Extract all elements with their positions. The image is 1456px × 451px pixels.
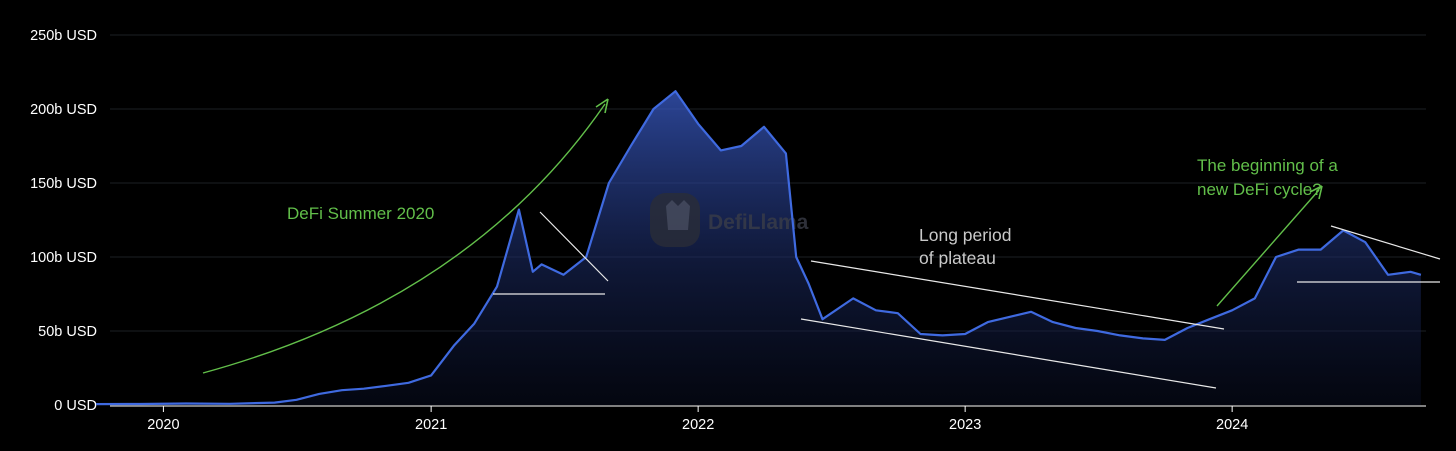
watermark-llama-icon (666, 200, 690, 230)
watermark-text: DefiLlama (708, 211, 809, 234)
series-line (96, 90, 1422, 406)
y-tick-label: 150b USD (30, 176, 97, 192)
annotation-overlays (202, 98, 1441, 389)
annotation-new-cycle-line2: new DeFi cycle? (1197, 180, 1322, 199)
growth-arrow-curve (202, 103, 606, 374)
y-tick-label: 0 USD (54, 398, 97, 414)
defillama-watermark: DefiLlama (650, 193, 809, 247)
x-tick-label: 2023 (949, 417, 981, 433)
annotation-new-cycle-line1: The beginning of a (1197, 156, 1338, 175)
tvl-area-fill (96, 91, 1421, 405)
y-tick-label: 100b USD (30, 250, 97, 266)
new-cycle-arrow-head-icon (1309, 185, 1323, 200)
y-tick-label: 200b USD (30, 102, 97, 118)
annotation-plateau-line1: Long period (919, 225, 1011, 245)
x-tick-label: 2021 (415, 417, 447, 433)
annotation-text: DeFi Summer 2020 Long period of plateau … (287, 156, 1338, 268)
y-tick-label: 50b USD (38, 324, 97, 340)
trendline-plateau-top (810, 260, 1225, 330)
series-area (96, 91, 1421, 405)
trendline-2024-resistance (1330, 225, 1441, 260)
x-tick-label: 2024 (1216, 417, 1248, 433)
tvl-series-line (96, 90, 1422, 406)
y-tick-label: 250b USD (30, 28, 97, 44)
new-cycle-arrow-line (1216, 189, 1320, 307)
annotation-defi-summer: DeFi Summer 2020 (287, 204, 434, 223)
x-axis-ticks: 2020 2021 2022 2023 2024 (110, 405, 1426, 433)
trendline-2021-resistance (539, 211, 609, 282)
growth-arrow-head-icon (595, 98, 609, 114)
trendline-plateau-bottom (800, 318, 1217, 389)
y-axis-ticks: 0 USD 50b USD 100b USD 150b USD 200b USD 250b… (30, 28, 97, 414)
annotation-plateau-line2: of plateau (919, 248, 996, 268)
x-tick-label: 2020 (147, 417, 179, 433)
x-tick-label: 2022 (682, 417, 714, 433)
